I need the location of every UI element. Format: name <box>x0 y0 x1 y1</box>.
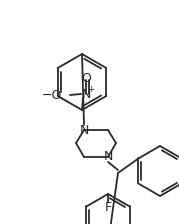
Text: N: N <box>79 123 89 136</box>
Text: F: F <box>104 202 112 215</box>
Text: O: O <box>81 71 91 84</box>
Text: N: N <box>81 88 91 101</box>
Text: +: + <box>87 84 95 93</box>
Text: N: N <box>103 151 113 164</box>
Text: −O: −O <box>42 88 62 101</box>
